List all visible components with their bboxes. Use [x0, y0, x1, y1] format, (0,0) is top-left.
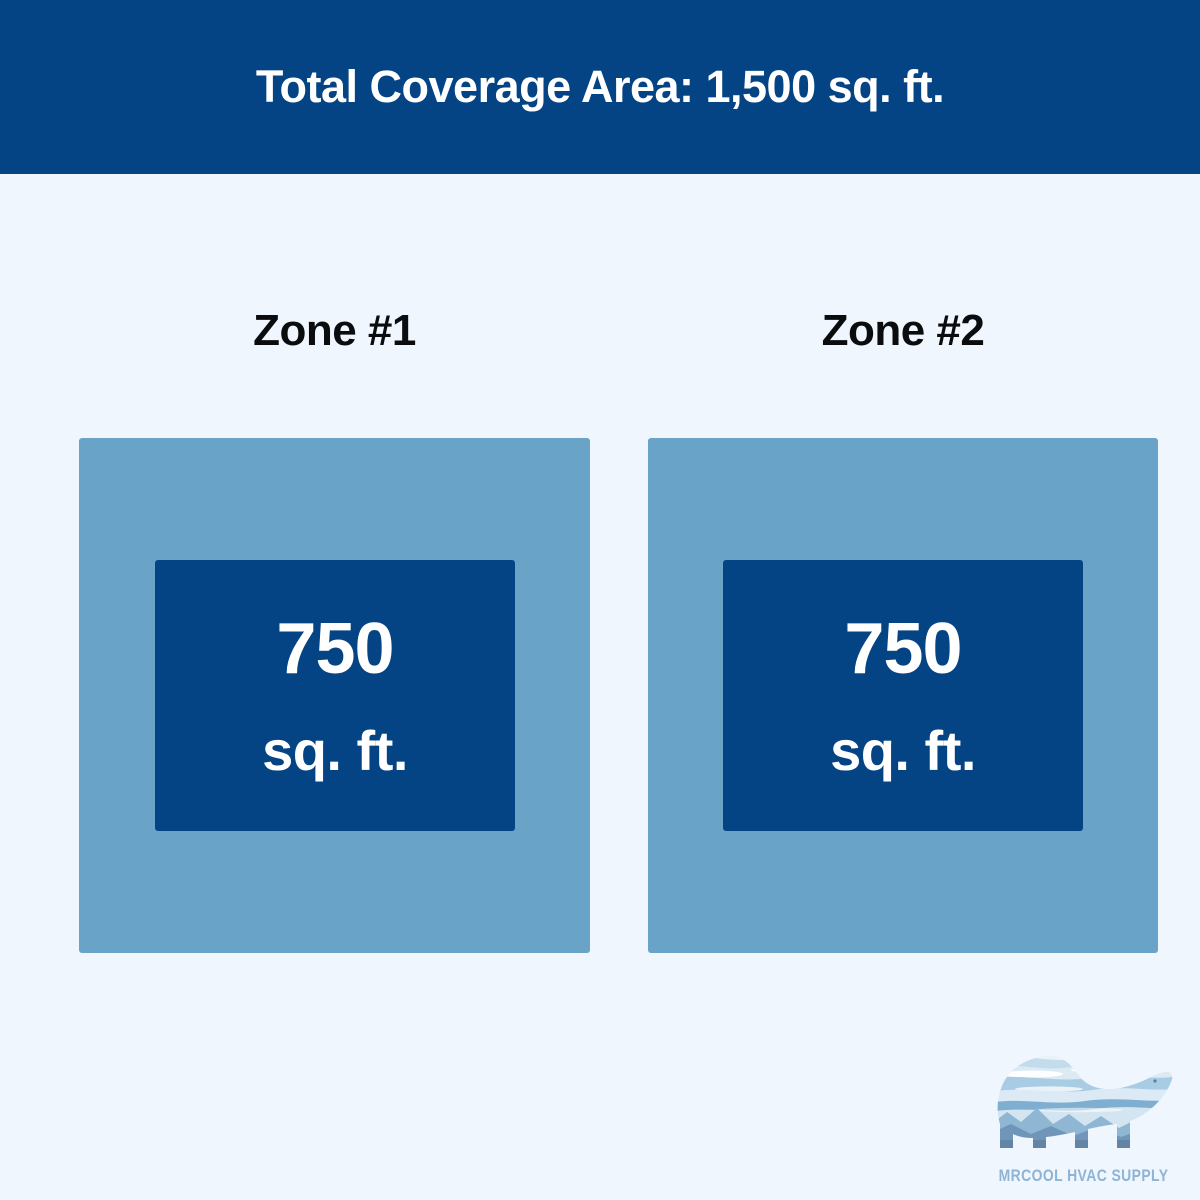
polar-bear-icon: [997, 1056, 1172, 1148]
brand-name: MRCOOL HVAC SUPPLY: [998, 1166, 1169, 1185]
zones-container: Zone #1 750 sq. ft. Zone #2 750 sq. ft.: [0, 174, 1200, 1200]
page-title: Total Coverage Area: 1,500 sq. ft.: [255, 61, 945, 112]
zone-inner-area-2: 750 sq. ft.: [723, 560, 1083, 831]
zone-area-value-1: 750: [276, 608, 394, 689]
brand-logo: MRCOOL HVAC SUPPLY: [981, 1048, 1186, 1186]
zone-outer-area-1: 750 sq. ft.: [79, 438, 590, 953]
zone-label-2: Zone #2: [821, 306, 985, 355]
zone-area-unit-1: sq. ft.: [262, 718, 408, 782]
zone-outer-area-2: 750 sq. ft.: [648, 438, 1158, 953]
zone-area-unit-2: sq. ft.: [830, 718, 976, 782]
zone-area-value-2: 750: [844, 608, 962, 689]
header-banner: Total Coverage Area: 1,500 sq. ft.: [0, 0, 1200, 174]
zone-inner-area-1: 750 sq. ft.: [155, 560, 515, 831]
zone-label-1: Zone #1: [253, 306, 416, 355]
